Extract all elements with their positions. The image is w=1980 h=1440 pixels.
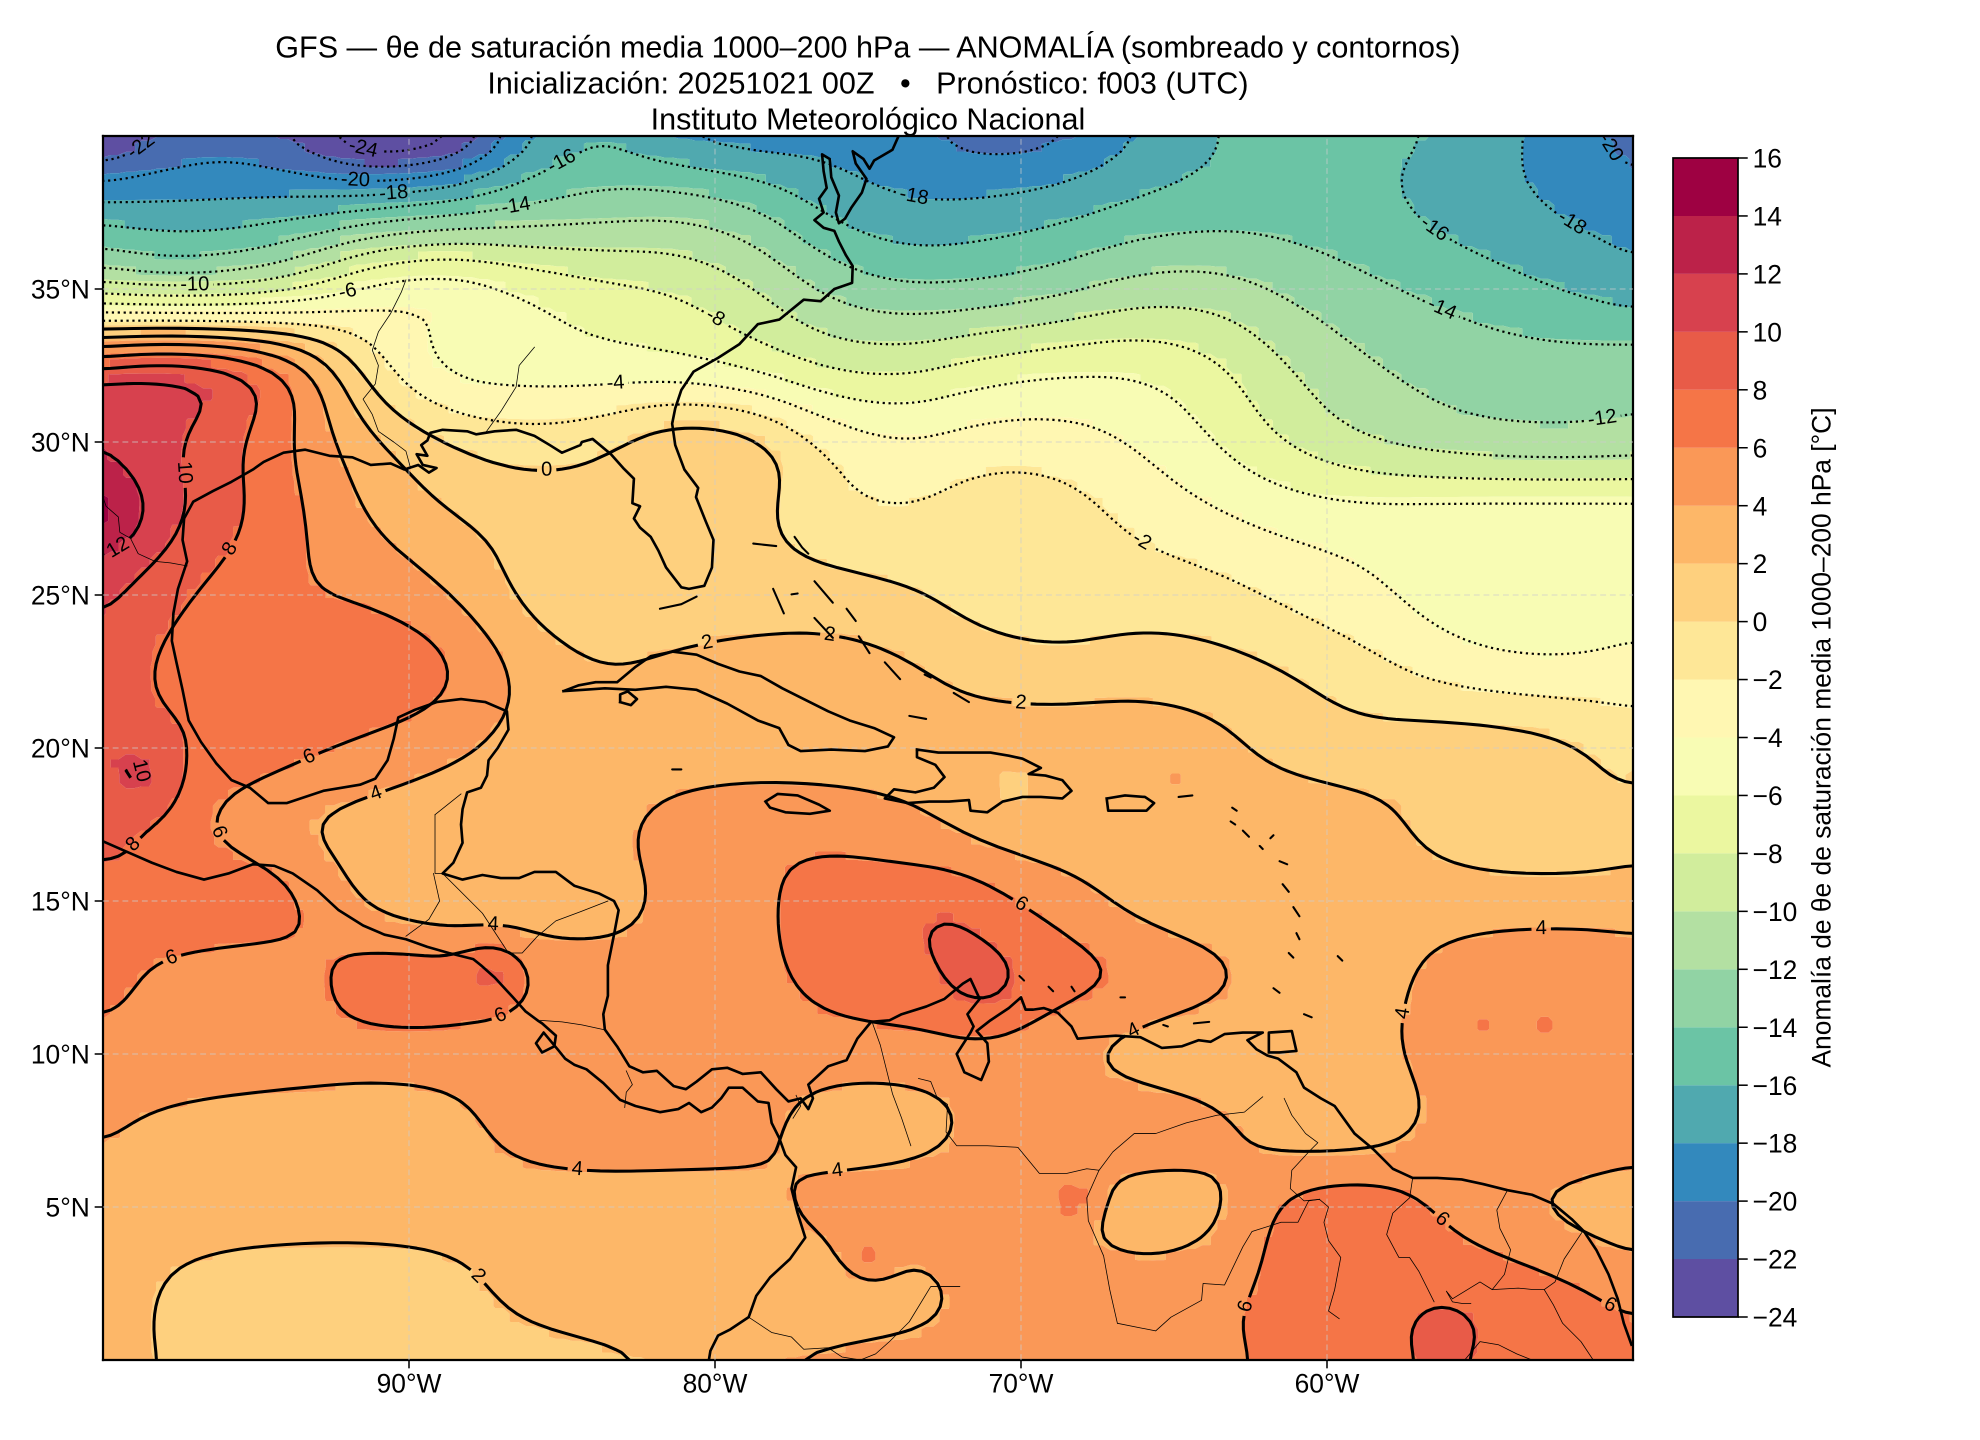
svg-text:Instituto Meteorológico Nacion: Instituto Meteorológico Nacional bbox=[651, 103, 1086, 137]
svg-text:−22: −22 bbox=[1753, 1245, 1798, 1275]
svg-text:−20: −20 bbox=[1753, 1187, 1798, 1217]
svg-text:60°W: 60°W bbox=[1295, 1368, 1360, 1398]
svg-text:10: 10 bbox=[1753, 317, 1782, 347]
svg-text:−16: −16 bbox=[1753, 1071, 1798, 1101]
svg-text:16: 16 bbox=[1753, 144, 1782, 174]
svg-text:4: 4 bbox=[571, 1157, 584, 1180]
svg-text:0: 0 bbox=[541, 459, 553, 481]
svg-text:25°N: 25°N bbox=[31, 581, 90, 611]
svg-text:5°N: 5°N bbox=[46, 1193, 90, 1223]
svg-text:30°N: 30°N bbox=[31, 428, 90, 458]
svg-text:35°N: 35°N bbox=[31, 275, 90, 305]
svg-text:Inicialización: 20251021 00Z: Inicialización: 20251021 00Z • Pronóstic… bbox=[487, 67, 1248, 101]
svg-text:2: 2 bbox=[700, 630, 715, 654]
svg-text:-18: -18 bbox=[378, 181, 409, 205]
svg-text:2: 2 bbox=[1015, 691, 1028, 714]
svg-text:2: 2 bbox=[1753, 549, 1768, 579]
svg-text:−14: −14 bbox=[1753, 1013, 1798, 1043]
svg-text:−6: −6 bbox=[1753, 781, 1783, 811]
svg-text:10: 10 bbox=[128, 757, 155, 784]
svg-text:15°N: 15°N bbox=[31, 887, 90, 917]
svg-text:−18: −18 bbox=[1753, 1129, 1798, 1159]
svg-text:-20: -20 bbox=[340, 168, 370, 191]
svg-text:-18: -18 bbox=[898, 183, 931, 210]
svg-text:-6: -6 bbox=[336, 279, 358, 304]
svg-text:−4: −4 bbox=[1753, 723, 1783, 753]
svg-text:8: 8 bbox=[1753, 375, 1768, 405]
svg-text:10: 10 bbox=[173, 461, 196, 485]
svg-text:14: 14 bbox=[1753, 202, 1782, 232]
svg-text:20°N: 20°N bbox=[31, 734, 90, 764]
svg-text:4: 4 bbox=[1535, 917, 1547, 939]
svg-text:70°W: 70°W bbox=[989, 1368, 1054, 1398]
svg-text:4: 4 bbox=[1391, 1006, 1414, 1021]
svg-text:4: 4 bbox=[487, 913, 499, 935]
svg-text:−10: −10 bbox=[1753, 897, 1798, 927]
svg-text:4: 4 bbox=[1753, 491, 1768, 521]
svg-text:−24: −24 bbox=[1753, 1303, 1798, 1333]
svg-text:6: 6 bbox=[1233, 1298, 1257, 1315]
svg-text:-10: -10 bbox=[180, 273, 210, 296]
svg-text:GFS — θe de saturación media 1: GFS — θe de saturación media 1000–200 hP… bbox=[275, 30, 1460, 65]
svg-text:4: 4 bbox=[830, 1159, 844, 1182]
svg-text:80°W: 80°W bbox=[683, 1368, 748, 1398]
svg-text:−2: −2 bbox=[1753, 665, 1783, 695]
svg-text:-4: -4 bbox=[606, 371, 625, 394]
svg-text:12: 12 bbox=[1753, 259, 1782, 289]
svg-text:-12: -12 bbox=[1586, 405, 1618, 431]
svg-text:90°W: 90°W bbox=[377, 1368, 442, 1398]
svg-text:Anomalía de θe de saturación m: Anomalía de θe de saturación media 1000–… bbox=[1807, 407, 1837, 1067]
svg-text:10°N: 10°N bbox=[31, 1040, 90, 1070]
svg-text:-14: -14 bbox=[500, 192, 532, 219]
svg-text:−8: −8 bbox=[1753, 839, 1783, 869]
svg-text:0: 0 bbox=[1753, 607, 1768, 637]
svg-text:6: 6 bbox=[1753, 433, 1768, 463]
svg-text:−12: −12 bbox=[1753, 955, 1798, 985]
